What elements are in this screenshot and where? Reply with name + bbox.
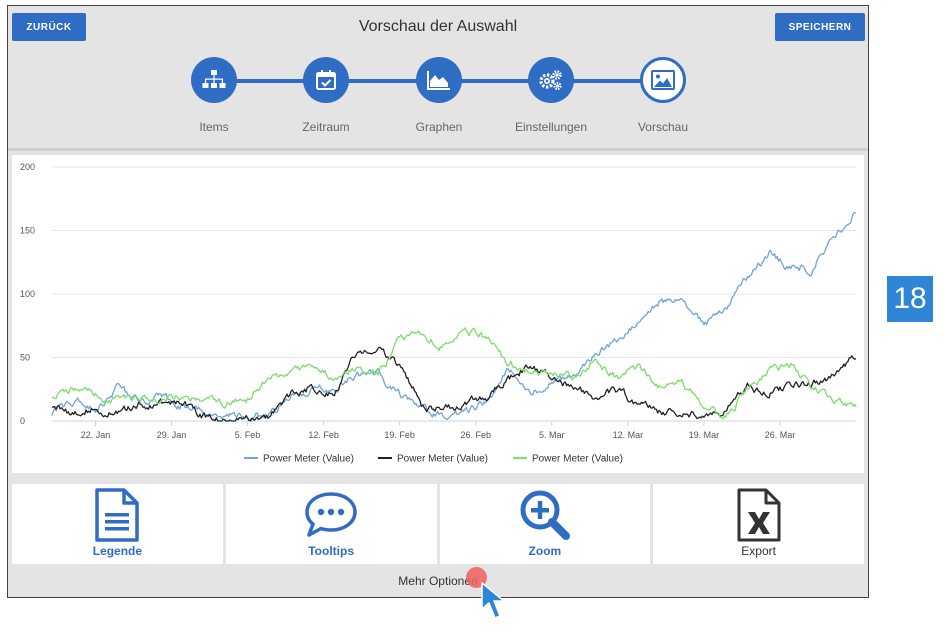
step-zeitraum[interactable]: Zeitraum bbox=[276, 57, 376, 134]
legend-item-3: Power Meter (Value) bbox=[532, 454, 623, 465]
tooltips-tool-button[interactable]: Tooltips bbox=[225, 484, 437, 564]
step-einstellungen[interactable]: Einstellungen bbox=[501, 57, 601, 134]
x-tick-label-4: 19. Feb bbox=[384, 430, 415, 440]
step-vorschau-circle[interactable] bbox=[640, 57, 686, 103]
chart-panel: 0 50 100 150 200 22. Jan 29. Jan 5. Feb 12. Feb 1… bbox=[12, 155, 864, 473]
x-tick-label-9: 26. Mar bbox=[765, 430, 796, 440]
mouse-pointer-icon bbox=[481, 582, 505, 619]
series-line-1 bbox=[51, 212, 857, 422]
step-zeitraum-circle[interactable] bbox=[303, 57, 349, 103]
step-number-badge: 18 bbox=[887, 276, 933, 322]
gears-icon bbox=[539, 70, 562, 91]
calendar-check-icon bbox=[316, 70, 336, 90]
step-einstellungen-circle[interactable] bbox=[528, 57, 574, 103]
x-tick-label-0: 22. Jan bbox=[81, 430, 111, 440]
area-chart-icon bbox=[427, 71, 450, 90]
series-line-3 bbox=[51, 327, 857, 420]
app-window: ZURÜCK Vorschau der Auswahl SPEICHERN It… bbox=[7, 5, 869, 598]
step-vorschau-label: Vorschau bbox=[637, 120, 689, 134]
speech-bubble-icon bbox=[305, 492, 357, 537]
step-zeitraum-label: Zeitraum bbox=[302, 120, 350, 134]
step-items-label: Items bbox=[199, 120, 229, 134]
legend-item-1: Power Meter (Value) bbox=[263, 454, 354, 465]
legend-tool-label: Legende bbox=[92, 544, 143, 558]
step-items[interactable]: Items bbox=[164, 57, 264, 134]
x-tick-label-5: 26. Feb bbox=[460, 430, 491, 440]
line-chart[interactable]: 0 50 100 150 200 22. Jan 29. Jan 5. Feb 12. Feb 1… bbox=[12, 155, 864, 473]
x-tick-label-8: 19. Mar bbox=[689, 430, 720, 440]
step-graphen[interactable]: Graphen bbox=[389, 57, 489, 134]
export-tool-button[interactable]: Export bbox=[653, 484, 864, 564]
step-items-circle[interactable] bbox=[191, 57, 237, 103]
header-separator bbox=[8, 148, 868, 151]
zoom-in-icon bbox=[520, 490, 570, 540]
step-graphen-label: Graphen bbox=[415, 120, 463, 134]
series-line-2 bbox=[51, 346, 857, 422]
image-icon bbox=[651, 70, 675, 90]
legend-tool-button[interactable]: Legende bbox=[12, 484, 223, 564]
x-tick-label-3: 12. Feb bbox=[308, 430, 339, 440]
x-tick-label-7: 12. Mar bbox=[613, 430, 644, 440]
y-tick-label-2: 100 bbox=[20, 289, 35, 299]
tooltips-tool-label: Tooltips bbox=[308, 544, 355, 558]
legend-item-2: Power Meter (Value) bbox=[397, 454, 488, 465]
page-title: Vorschau der Auswahl bbox=[358, 18, 518, 35]
save-button[interactable]: SPEICHERN bbox=[775, 13, 865, 41]
export-tool-label: Export bbox=[741, 544, 776, 558]
y-tick-label-1: 50 bbox=[20, 353, 30, 363]
sitemap-icon bbox=[202, 70, 226, 88]
x-tick-label-6: 5. Mar bbox=[539, 430, 565, 440]
excel-file-icon bbox=[737, 488, 781, 542]
more-options-link[interactable]: Mehr Optionen bbox=[398, 574, 478, 588]
step-graphen-circle[interactable] bbox=[416, 57, 462, 103]
x-tick-label-1: 29. Jan bbox=[157, 430, 187, 440]
x-tick-label-2: 5. Feb bbox=[235, 430, 261, 440]
y-tick-label-4: 200 bbox=[20, 162, 35, 172]
step-einstellungen-label: Einstellungen bbox=[514, 120, 588, 134]
zoom-tool-label: Zoom bbox=[528, 544, 562, 558]
document-icon bbox=[95, 488, 140, 542]
zoom-tool-button[interactable]: Zoom bbox=[439, 484, 651, 564]
y-tick-label-0: 0 bbox=[20, 416, 25, 426]
back-button[interactable]: ZURÜCK bbox=[12, 13, 86, 41]
tool-bar: Legende Tooltips bbox=[12, 484, 864, 564]
y-tick-label-3: 150 bbox=[20, 226, 35, 236]
step-vorschau[interactable]: Vorschau bbox=[613, 57, 713, 134]
